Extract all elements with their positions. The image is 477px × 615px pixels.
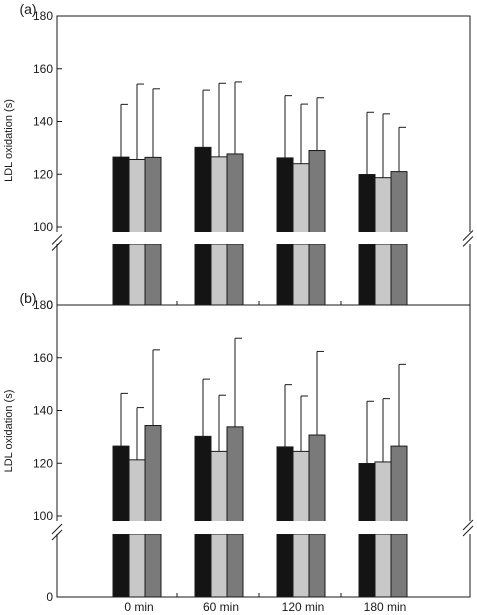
- axis-break-gap: [47, 521, 477, 534]
- x-category-label: 120 min: [282, 600, 325, 614]
- axis-break-mark: [462, 525, 474, 537]
- chart-panel-b: 0 100 120 140 160 180 LDL oxidation (s) (b) 0 mi…: [3, 290, 477, 614]
- bar: [308, 150, 326, 234]
- panel-label: (b): [19, 290, 36, 306]
- y-tick-label: 140: [33, 115, 53, 129]
- y-tick-label: 160: [33, 62, 53, 76]
- bar: [276, 446, 294, 523]
- bar: [144, 156, 162, 234]
- y-tick-label: 100: [33, 509, 53, 523]
- x-category-label: 0 min: [124, 600, 153, 614]
- axis-break-gap: [47, 232, 477, 244]
- y-tick-label: 180: [33, 298, 53, 312]
- bar-lower-segment: [144, 243, 162, 306]
- bar: [390, 445, 408, 523]
- bar-lower-segment: [374, 243, 392, 306]
- bar-lower-segment: [374, 533, 392, 598]
- y-tick-label: 160: [33, 351, 53, 365]
- panel-label: (a): [19, 1, 36, 17]
- bar-lower-segment: [112, 533, 130, 598]
- bar-lower-segment: [390, 243, 408, 306]
- y-tick-label: 120: [33, 167, 53, 181]
- bar-lower-segment: [292, 533, 310, 598]
- bar: [128, 459, 146, 523]
- bar: [358, 463, 376, 523]
- bar-lower-segment: [210, 243, 228, 306]
- axis-break-mark: [462, 236, 474, 247]
- axis-break-mark: [51, 529, 63, 541]
- bar: [128, 158, 146, 234]
- bar-lower-segment: [194, 533, 212, 598]
- bar-lower-segment: [390, 533, 408, 598]
- bar: [374, 461, 392, 523]
- bar-lower-segment: [112, 243, 130, 306]
- bar: [390, 171, 408, 234]
- bar-lower-segment: [308, 533, 326, 598]
- x-category-label: 180 min: [364, 600, 407, 614]
- bar-lower-segment: [358, 243, 376, 306]
- bar-lower-segment: [276, 533, 294, 598]
- bar: [112, 156, 130, 234]
- bar-lower-segment: [226, 533, 244, 598]
- x-category-label: 60 min: [203, 600, 239, 614]
- y-tick-label: 120: [33, 456, 53, 470]
- plot-frame: [56, 304, 471, 598]
- bar: [194, 435, 212, 523]
- bar: [308, 434, 326, 523]
- bar: [358, 174, 376, 234]
- y-tick-label: 0: [46, 590, 53, 604]
- bar: [194, 146, 212, 234]
- bar-lower-segment: [276, 243, 294, 306]
- bar: [292, 450, 310, 523]
- bar: [226, 426, 244, 523]
- bar-lower-segment: [128, 533, 146, 598]
- bar: [112, 445, 130, 523]
- axis-break-mark: [51, 523, 63, 535]
- chart-panel-a: 0 100 120 140 160 180 LDL oxidation (s) (a): [3, 1, 477, 312]
- bar-lower-segment: [194, 243, 212, 306]
- axis-break-mark: [462, 519, 474, 531]
- axis-break-mark: [51, 240, 63, 251]
- axis-break-mark: [462, 230, 474, 241]
- y-tick-label: 140: [33, 404, 53, 418]
- bar: [210, 450, 228, 523]
- y-tick-label: 0: [46, 298, 53, 312]
- bar: [276, 157, 294, 234]
- bar-lower-segment: [308, 243, 326, 306]
- bar: [374, 177, 392, 234]
- bar-lower-segment: [292, 243, 310, 306]
- y-tick-label: 100: [33, 220, 53, 234]
- y-tick-label: 180: [33, 9, 53, 23]
- bar: [210, 156, 228, 234]
- bar: [144, 425, 162, 523]
- bar-lower-segment: [358, 533, 376, 598]
- bar-lower-segment: [144, 533, 162, 598]
- bar-lower-segment: [128, 243, 146, 306]
- bar: [226, 153, 244, 234]
- y-axis-label: LDL oxidation (s): [3, 390, 15, 473]
- bar-lower-segment: [226, 243, 244, 306]
- bar: [292, 163, 310, 234]
- y-axis-label: LDL oxidation (s): [3, 99, 15, 182]
- axis-break-mark: [51, 234, 63, 245]
- bar-lower-segment: [210, 533, 228, 598]
